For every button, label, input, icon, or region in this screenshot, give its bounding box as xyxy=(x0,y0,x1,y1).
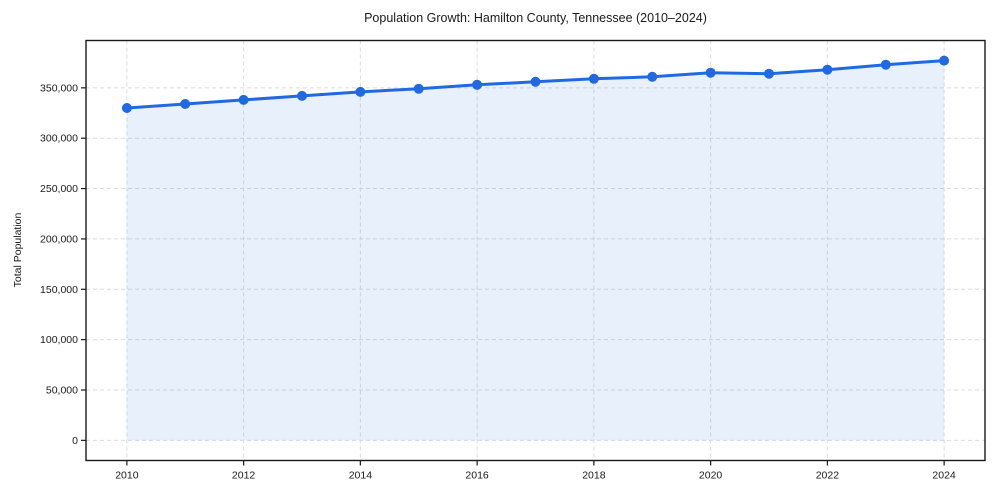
area-fill xyxy=(126,60,945,441)
data-point xyxy=(588,73,599,84)
data-point xyxy=(238,94,249,105)
data-point xyxy=(472,79,483,90)
y-tick-labels: 0 50,000 100,000 150,000 200,000 250,000 300,0… xyxy=(40,82,78,447)
chart-title: Population Growth: Hamilton County, Tenn… xyxy=(364,11,707,25)
data-point xyxy=(413,83,424,94)
svg-text:200,000: 200,000 xyxy=(40,233,78,245)
svg-text:50,000: 50,000 xyxy=(46,385,78,397)
svg-text:2024: 2024 xyxy=(932,470,956,482)
data-point xyxy=(647,71,658,82)
svg-text:2022: 2022 xyxy=(816,470,840,482)
svg-text:300,000: 300,000 xyxy=(40,133,78,145)
svg-text:2010: 2010 xyxy=(115,470,139,482)
data-points xyxy=(121,55,950,113)
tick-marks xyxy=(81,87,945,466)
gridlines xyxy=(86,40,985,461)
data-point xyxy=(880,59,891,70)
svg-text:100,000: 100,000 xyxy=(40,334,78,346)
svg-text:2014: 2014 xyxy=(349,470,373,482)
svg-text:350,000: 350,000 xyxy=(40,82,78,94)
data-point xyxy=(764,68,774,79)
svg-text:250,000: 250,000 xyxy=(40,183,78,195)
data-point xyxy=(121,103,132,113)
svg-text:2020: 2020 xyxy=(699,470,723,482)
data-point xyxy=(705,67,716,78)
data-point xyxy=(822,64,833,75)
data-point xyxy=(355,86,366,97)
data-point xyxy=(530,76,541,87)
svg-text:2012: 2012 xyxy=(232,470,256,482)
x-tick-labels: 2010 2012 2014 2016 2018 2020 2022 2024 xyxy=(115,470,956,482)
plot-frame xyxy=(85,39,986,462)
svg-text:0: 0 xyxy=(72,435,78,447)
svg-text:2016: 2016 xyxy=(465,470,489,482)
svg-text:150,000: 150,000 xyxy=(40,284,78,296)
svg-text:2018: 2018 xyxy=(582,470,606,482)
data-point xyxy=(297,90,307,101)
data-point xyxy=(180,99,191,109)
data-point xyxy=(939,55,950,66)
